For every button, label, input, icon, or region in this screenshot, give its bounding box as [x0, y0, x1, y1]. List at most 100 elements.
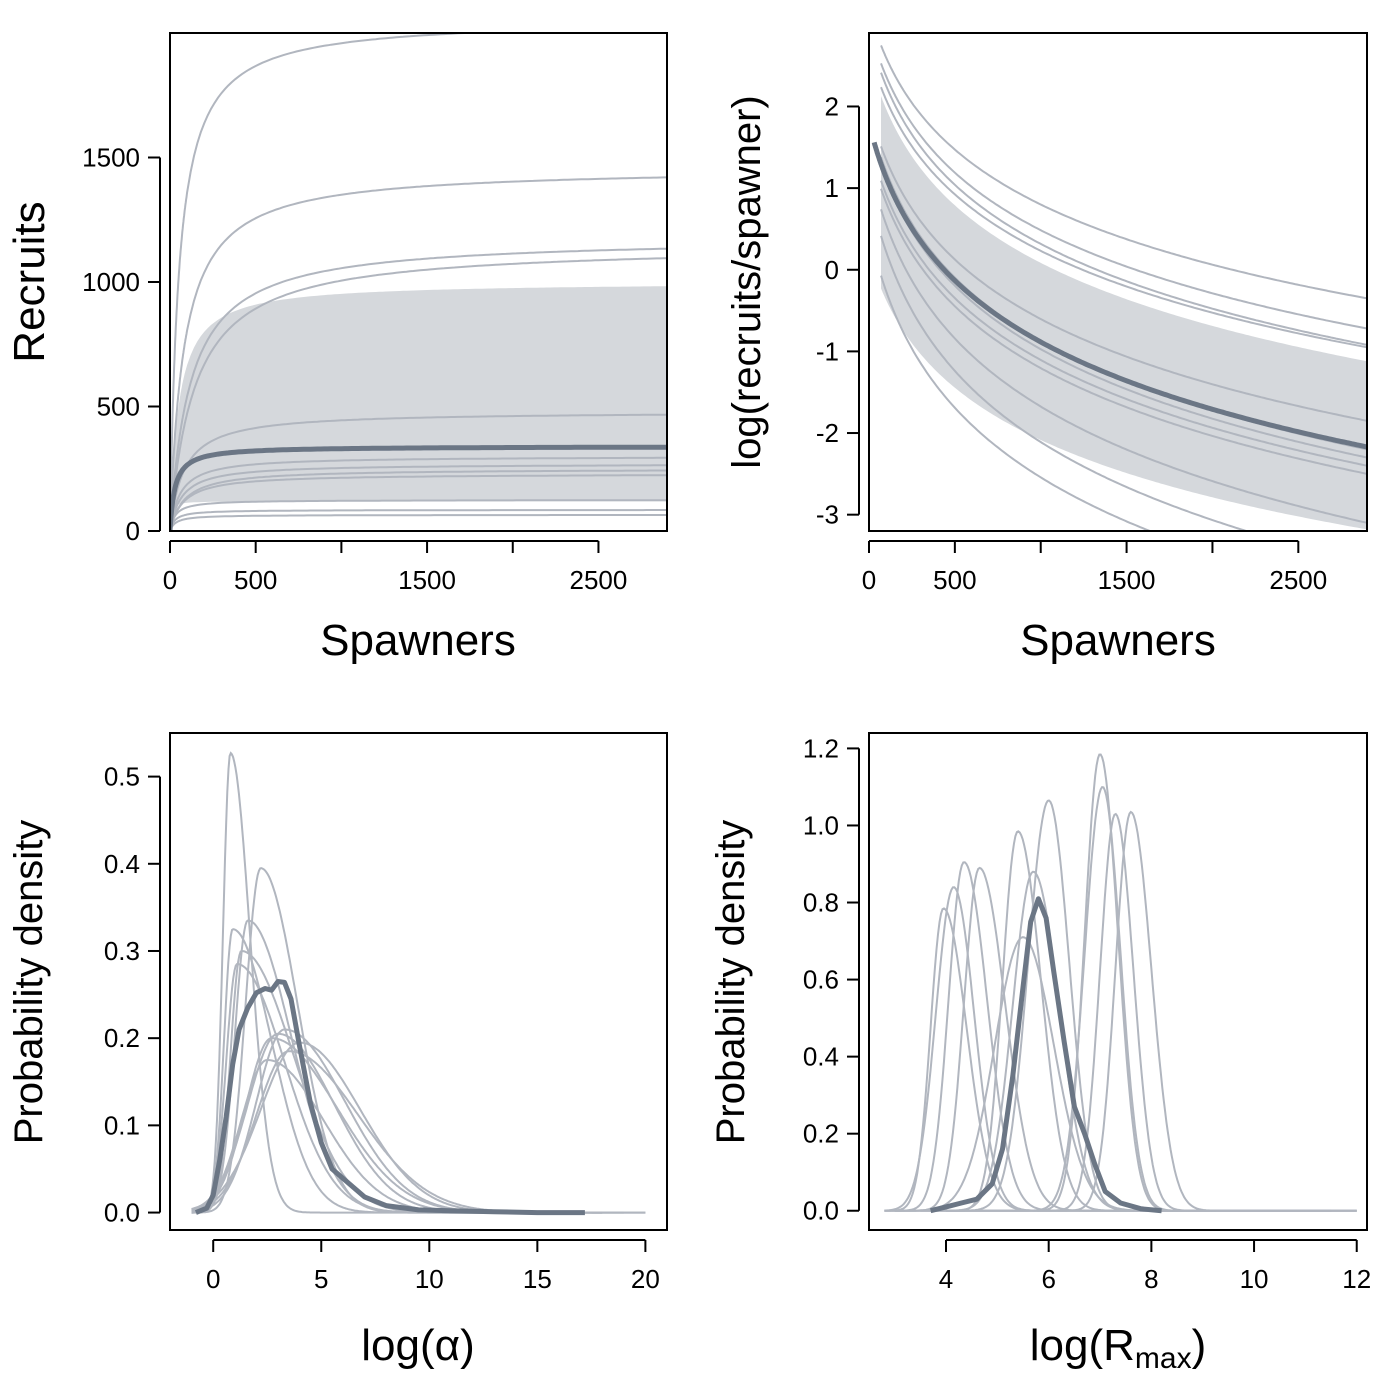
x-tick-label: 2500: [1269, 565, 1327, 595]
population-curve: [880, 146, 1367, 422]
y-tick-label: 0.3: [104, 936, 140, 966]
y-tick-label: 1: [825, 173, 839, 203]
x-tick-label: 10: [1240, 1264, 1269, 1294]
log-rmax-plot-area: [884, 753, 1357, 1214]
y-axis-2: 0.0 0.1 0.2 0.3 0.4 0.5: [104, 762, 161, 1228]
posterior-median-density: [194, 979, 585, 1216]
log-rmax-xlabel-close: ): [1192, 1321, 1207, 1370]
x-tick-label: 1500: [398, 565, 456, 595]
recruits-ylabel: Recruits: [5, 201, 54, 362]
population-curve: [880, 235, 1250, 531]
population-curve: [170, 176, 667, 531]
x-tick-label: 1500: [1098, 565, 1156, 595]
population-curve: [880, 188, 1367, 475]
alpha-density-ylabel: Probability density: [7, 820, 51, 1145]
credible-band: [170, 286, 667, 531]
x-tick-label: 5: [314, 1264, 328, 1294]
log-rps-plot-area: [871, 44, 1367, 531]
y-tick-label: 0.1: [104, 1110, 140, 1140]
y-tick-label: 0.8: [803, 888, 839, 918]
population-density-curve: [191, 1059, 646, 1214]
y-axis-0: 0 500 1000 1500: [82, 143, 161, 546]
population-density-curve: [920, 799, 1332, 1212]
y-tick-label: 1000: [82, 267, 140, 297]
population-curve: [880, 63, 1367, 330]
population-curve: [170, 456, 667, 531]
population-curve: [170, 464, 667, 531]
x-axis-3: 4 6 8 10 12: [939, 1239, 1371, 1294]
posterior-median-density: [930, 896, 1162, 1214]
log-rmax-xlabel-sub: max: [1135, 1342, 1192, 1375]
population-curve: [880, 275, 1153, 531]
x-tick-label: 0: [862, 565, 876, 595]
log-recruits-per-spawner-panel: log(recruits/spawner) Spawners 0 500 1500 2…: [725, 32, 1368, 665]
y-tick-label: -2: [816, 418, 839, 448]
y-tick-label: 0.0: [803, 1196, 839, 1226]
population-curve: [880, 72, 1367, 346]
y-tick-label: 1.0: [803, 810, 839, 840]
x-tick-label: 500: [933, 565, 976, 595]
y-tick-label: 0.4: [803, 1042, 839, 1072]
x-tick-label: 0: [163, 565, 177, 595]
log-alpha-density-panel: Probability density log(α) 0 5 10 15 200.00.…: [7, 732, 668, 1370]
x-axis-1: 0 500 1500 2500: [862, 540, 1327, 595]
log-rmax-density-panel: Probability density log(Rmax) 4 6 8 10 12 0.0…: [709, 732, 1371, 1375]
x-tick-label: 500: [234, 565, 277, 595]
population-density-curve: [191, 751, 538, 1214]
x-tick-label: 0: [206, 1264, 220, 1294]
recruits-vs-spawners-panel: Recruits Spawners 0 500 1500 2500 0 500 1000 15…: [5, 32, 668, 665]
plot-frame-1: [868, 32, 1368, 532]
y-tick-label: -3: [816, 500, 839, 530]
log-rmax-xlabel: log(Rmax): [1030, 1321, 1207, 1375]
x-tick-label: 15: [523, 1264, 552, 1294]
y-tick-label: 0.0: [104, 1198, 140, 1228]
y-axis-3: 0.0 0.2 0.4 0.6 0.8 1.0 1.2: [803, 733, 860, 1226]
rmax-density-ylabel: Probability density: [709, 820, 753, 1145]
population-density-curve: [946, 753, 1357, 1212]
population-curve: [170, 33, 486, 531]
y-tick-label: 1500: [82, 143, 140, 173]
posterior-median-curve: [170, 444, 667, 531]
y-tick-label: 2: [825, 91, 839, 121]
plot-frame-2: [169, 732, 668, 1231]
y-tick-label: 0.2: [803, 1119, 839, 1149]
y-axis-1: -3 -2 -1 0 1 2: [816, 91, 860, 530]
population-curve: [170, 257, 667, 531]
log-rmax-xlabel-main: log(R: [1030, 1321, 1135, 1370]
population-curve: [170, 514, 667, 531]
population-density-curve: [191, 919, 559, 1214]
recruits-xlabel: Spawners: [320, 616, 516, 665]
posterior-median-curve: [871, 141, 1367, 450]
y-tick-label: 1.2: [803, 733, 839, 763]
y-tick-label: 0.2: [104, 1023, 140, 1053]
x-tick-label: 10: [415, 1264, 444, 1294]
recruits-plot-area: [170, 33, 667, 531]
y-tick-label: 0.5: [104, 762, 140, 792]
population-curve: [880, 208, 1367, 524]
x-tick-label: 12: [1342, 1264, 1371, 1294]
y-tick-label: 500: [97, 392, 140, 422]
y-tick-label: 0.6: [803, 965, 839, 995]
x-tick-label: 4: [939, 1264, 953, 1294]
log-alpha-xlabel: log(α): [361, 1321, 474, 1370]
population-curve: [170, 499, 667, 531]
population-curve: [880, 44, 1367, 300]
x-tick-label: 2500: [570, 565, 628, 595]
y-tick-label: 0: [825, 255, 839, 285]
plot-frame-0: [169, 32, 668, 532]
population-curve: [880, 86, 1367, 349]
y-tick-label: -1: [816, 336, 839, 366]
population-curve: [170, 509, 667, 531]
population-density-curve: [191, 928, 559, 1214]
population-density-curve: [884, 861, 1332, 1212]
population-curve: [880, 180, 1367, 467]
population-density-curve: [946, 810, 1357, 1212]
population-density-curve: [191, 867, 559, 1214]
population-curve: [170, 247, 667, 531]
population-density-curve: [884, 866, 1332, 1212]
population-density-curve: [884, 886, 1332, 1212]
x-tick-label: 20: [631, 1264, 660, 1294]
y-tick-label: 0.4: [104, 849, 140, 879]
x-axis-0: 0 500 1500 2500: [163, 540, 628, 595]
